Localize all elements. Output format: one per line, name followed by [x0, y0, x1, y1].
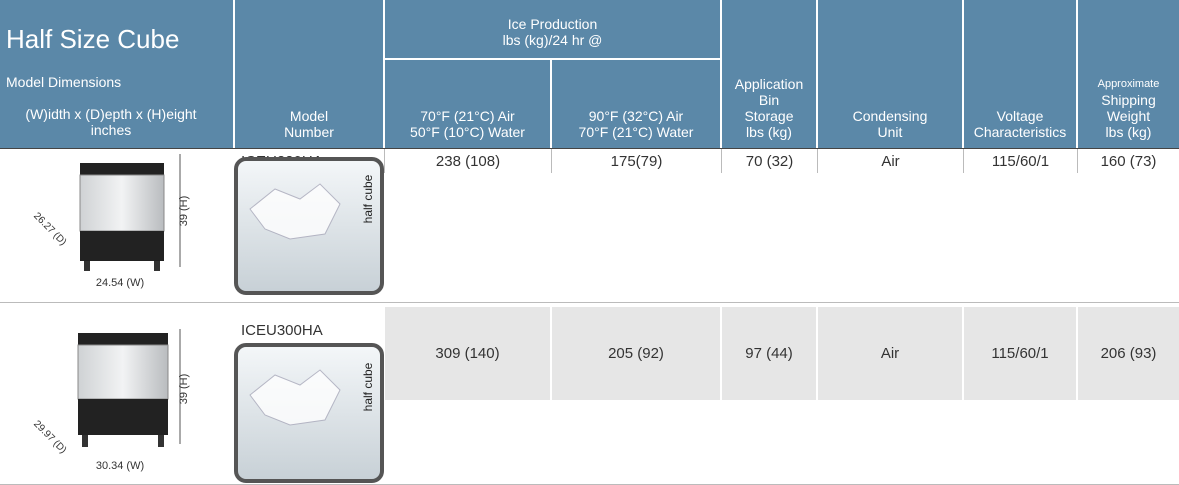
cell: Air [818, 149, 964, 173]
cell: 175(79) [552, 149, 722, 173]
cell: 205 (92) [552, 307, 722, 400]
ice-machine [77, 329, 181, 447]
header-ice-production: Ice Production lbs (kg)/24 hr @ [385, 0, 720, 58]
header-condensing: Condensing Unit [818, 0, 962, 148]
row-rule [0, 302, 1179, 303]
height-label: 39 (H) [178, 196, 190, 227]
ice-photo [234, 343, 384, 483]
ice-machine [79, 154, 181, 271]
dimensions-note: (W)idth x (D)epth x (H)eight inches [25, 106, 197, 138]
title: Half Size Cube [6, 24, 180, 54]
cell: 115/60/1 [964, 149, 1078, 173]
width-label: 24.54 (W) [96, 277, 144, 289]
height-label: 39 (H) [178, 374, 190, 405]
header-rule [0, 148, 1179, 149]
width-label: 30.34 (W) [96, 460, 144, 472]
header-bin-storage: Application Bin Storage lbs (kg) [722, 0, 816, 148]
cell: Air [818, 307, 964, 400]
cell: 206 (93) [1078, 307, 1179, 400]
header-model: Model Number [235, 0, 383, 148]
cell: 70 (32) [722, 149, 818, 173]
ice-type: half cube [361, 362, 375, 411]
ice-type: half cube [361, 174, 375, 223]
header-weight: Approximate Shipping Weight lbs (kg) [1078, 0, 1179, 148]
ice-photo [234, 157, 384, 295]
cell: 97 (44) [722, 307, 818, 400]
header-weight-top: Approximate [1097, 78, 1160, 90]
header-voltage: Voltage Characteristics [964, 0, 1076, 148]
cell: 115/60/1 [964, 307, 1078, 400]
illustrations: 39 (H) 26.27 (D) 24.54 (W) half cube 39 … [31, 154, 384, 483]
header-ice-90: 90°F (32°C) Air 70°F (21°C) Water [552, 60, 720, 148]
title-cell: Half Size Cube Model Dimensions (W)idth … [0, 0, 233, 148]
cell: 238 (108) [385, 149, 552, 173]
depth-label: 26.27 (D) [31, 211, 68, 248]
header-weight-main: Shipping Weight lbs (kg) [1101, 92, 1156, 140]
cell: 309 (140) [385, 307, 552, 400]
model-number: ICEU300HA [241, 321, 323, 339]
depth-label: 29.97 (D) [31, 419, 68, 456]
header-ice-70: 70°F (21°C) Air 50°F (10°C) Water [385, 60, 550, 148]
subtitle: Model Dimensions [6, 74, 122, 90]
cell: 160 (73) [1100, 152, 1157, 170]
